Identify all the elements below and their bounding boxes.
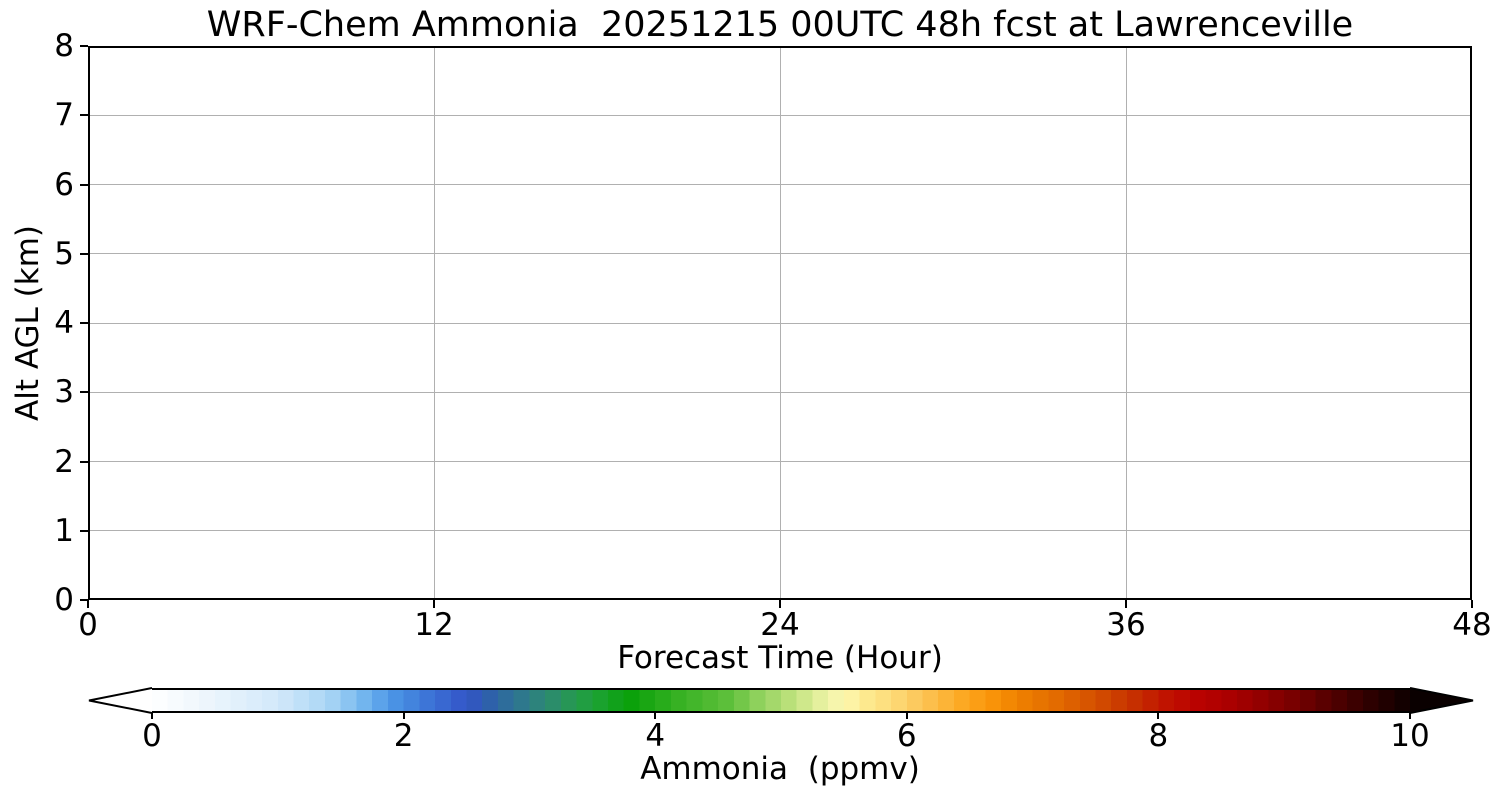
colorbar-tick-label: 0 (142, 718, 162, 754)
x-tick (1471, 600, 1473, 608)
y-tick (80, 45, 88, 47)
y-tick-label: 8 (54, 28, 74, 64)
y-gridline (90, 114, 1470, 116)
y-tick (80, 391, 88, 394)
x-tick-label: 24 (760, 607, 800, 643)
x-axis-label: Forecast Time (Hour) (617, 640, 943, 676)
y-tick (80, 322, 88, 324)
y-tick-label: 3 (54, 374, 74, 411)
y-tick (80, 599, 88, 601)
y-gridline (90, 461, 1470, 462)
y-tick (80, 183, 88, 186)
y-gridline (90, 530, 1470, 532)
colorbar-tick (151, 712, 153, 719)
colorbar-gradient (152, 688, 1410, 713)
colorbar-tick (905, 712, 908, 719)
colorbar-tick-label: 4 (645, 718, 666, 754)
colorbar-tick (654, 712, 657, 719)
colorbar-label: Ammonia (ppmv) (640, 751, 920, 787)
y-tick-label: 1 (54, 512, 74, 549)
y-tick (80, 529, 88, 532)
x-tick (433, 600, 435, 608)
colorbar-tick (1409, 712, 1411, 719)
colorbar-tick-label: 8 (1148, 718, 1169, 754)
x-tick (87, 600, 89, 608)
y-gridline (90, 322, 1470, 324)
x-tick (1125, 600, 1127, 608)
y-gridline (90, 391, 1470, 393)
y-tick (80, 252, 88, 255)
x-tick-label: 12 (414, 607, 454, 643)
x-tick-label: 0 (78, 607, 98, 643)
y-tick (80, 114, 88, 117)
y-tick-label: 5 (54, 235, 74, 272)
y-tick-label: 4 (54, 305, 74, 341)
y-gridline (90, 184, 1470, 185)
y-tick-label: 7 (54, 97, 74, 134)
colorbar-tick (402, 712, 405, 719)
colorbar-tick-label: 6 (896, 718, 917, 754)
chart-title: WRF-Chem Ammonia 20251215 00UTC 48h fcst… (206, 5, 1354, 45)
y-gridline (90, 253, 1470, 255)
colorbar-over-arrow (1410, 687, 1474, 714)
colorbar-tick (1157, 712, 1160, 719)
colorbar-under-arrow (88, 687, 152, 714)
y-tick-label: 6 (54, 166, 74, 203)
y-tick-label: 0 (54, 582, 74, 618)
x-tick-label: 36 (1106, 607, 1146, 643)
x-tick (779, 600, 781, 608)
x-tick-label: 48 (1452, 607, 1492, 643)
colorbar-tick-label: 2 (393, 718, 414, 754)
plot-area (88, 46, 1472, 600)
y-tick (80, 460, 88, 463)
y-tick-label: 2 (54, 443, 74, 480)
colorbar-tick-label: 10 (1390, 718, 1430, 754)
